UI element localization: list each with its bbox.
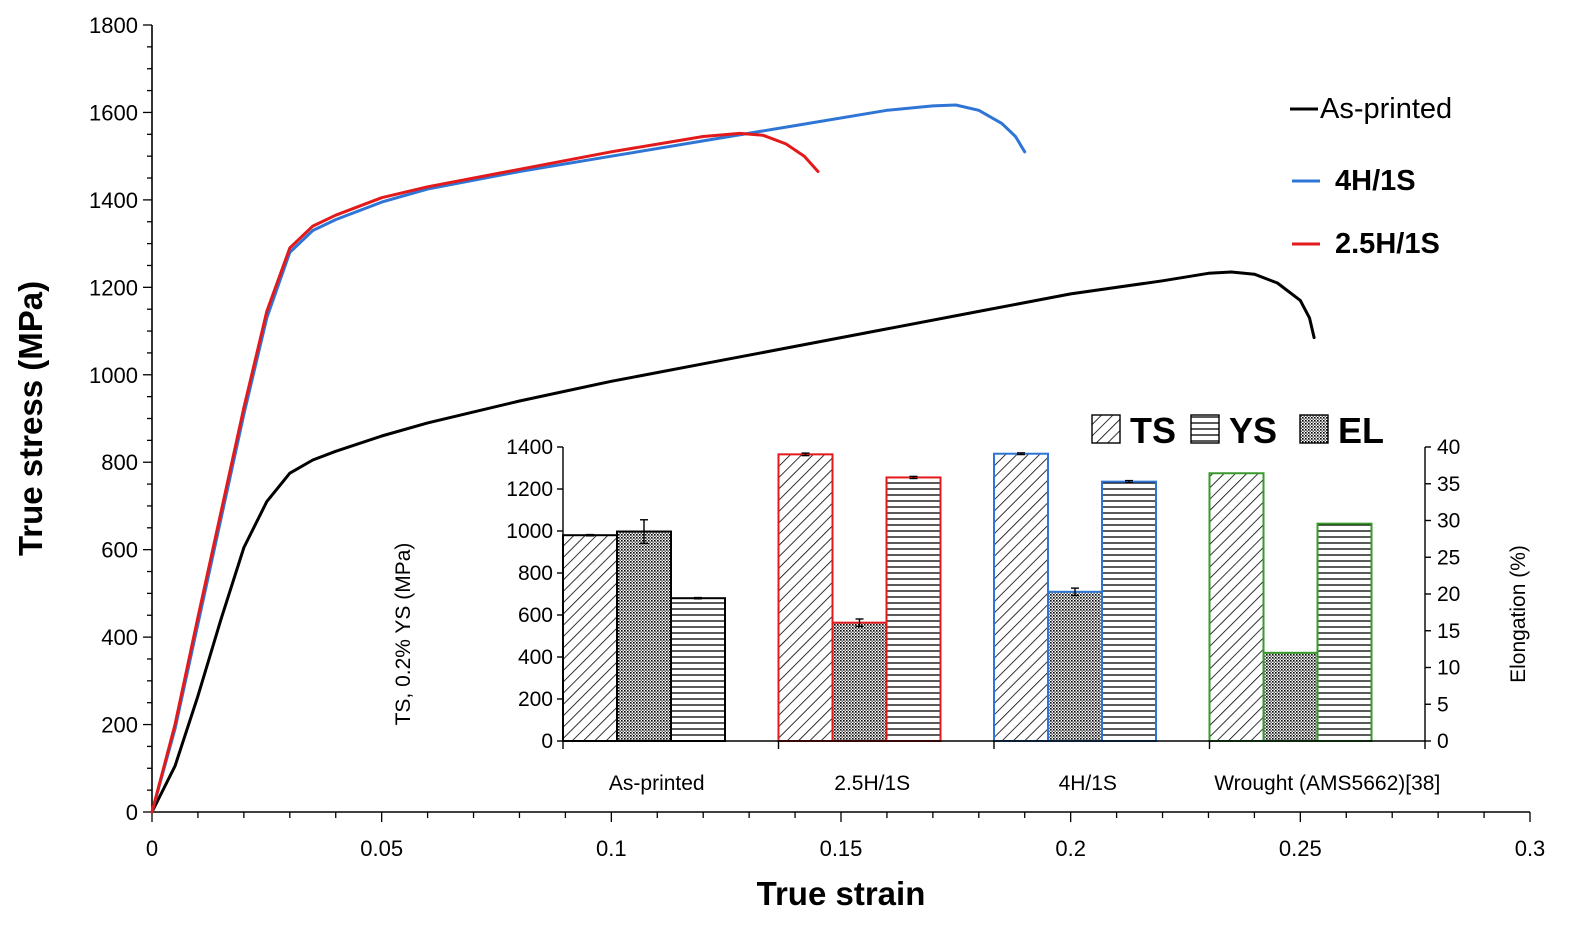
inset-bars [562, 452, 1373, 743]
inset-category-label: As-printed [609, 772, 705, 795]
main-y-tick-label: 0 [126, 800, 138, 825]
inset-right-tick-label: 30 [1437, 510, 1460, 533]
inset-left-axis-title: TS, 0.2% YS (MPa) [392, 543, 415, 726]
error-bar [1071, 587, 1079, 597]
main-y-tick-label: 600 [101, 538, 138, 563]
main-x-tick-label: 0.1 [596, 836, 627, 861]
inset-legend: TS YS EL [1091, 410, 1384, 451]
inset-left-tick-label: 1200 [506, 478, 553, 501]
main-series [150, 103, 1316, 814]
main-x-tick-label: 0.15 [820, 836, 863, 861]
error-bar [1125, 479, 1133, 484]
main-y-tick-label: 1400 [89, 188, 138, 213]
main-y-tick-label: 400 [101, 625, 138, 650]
error-bar [586, 533, 594, 537]
inset-right-tick-label: 35 [1437, 473, 1460, 496]
main-x-tick-label: 0.25 [1279, 836, 1322, 861]
inset-category-label: 4H/1S [1059, 772, 1117, 795]
series-line-as-printed [150, 270, 1316, 814]
inset-bar-el [616, 530, 672, 743]
inset-bar-ts [993, 452, 1049, 742]
inset-right-tick-label: 25 [1437, 546, 1460, 569]
main-y-tick-label: 200 [101, 713, 138, 738]
error-bar [801, 452, 810, 457]
error-bar [694, 596, 702, 600]
main-x-tick-label: 0.3 [1515, 836, 1546, 861]
inset-right-tick-label: 5 [1437, 693, 1449, 716]
inset-right-tick-label: 20 [1437, 583, 1460, 606]
main-legend: As-printed 4H/1S 2.5H/1S [1290, 93, 1452, 260]
main-y-tick-label: 1800 [89, 13, 138, 38]
error-bar [855, 618, 864, 628]
main-x-axis-title: True strain [757, 875, 926, 912]
main-y-axis-title: True stress (MPa) [12, 281, 49, 556]
main-y-tick-label: 1200 [89, 275, 138, 300]
main-x-tick-label: 0 [146, 836, 158, 861]
error-bar [640, 519, 648, 544]
legend-label: 2.5H/1S [1335, 228, 1440, 260]
series-line-2-5h-1s [150, 131, 820, 814]
inset-left-tick-label: 200 [518, 688, 553, 711]
main-x-tick-label: 0.2 [1055, 836, 1086, 861]
inset-legend-swatch [1091, 414, 1121, 444]
inset-right-tick-label: 10 [1437, 657, 1460, 680]
inset-bar-ys [1101, 480, 1157, 742]
inset-legend-label: TS [1130, 410, 1176, 451]
inset-right-tick-label: 0 [1437, 730, 1449, 753]
inset-left-tick-label: 0 [541, 730, 553, 753]
inset-right-tick-label: 15 [1437, 620, 1460, 643]
main-y-tick-label: 1600 [89, 100, 138, 125]
inset-category-label: Wrought (AMS5662)[38] [1214, 772, 1440, 795]
inset-category-label: 2.5H/1S [834, 772, 910, 795]
inset-axes: As-printed 2.5H/1S 4H/1S Wrought (AMS5662)[… [506, 436, 1460, 795]
inset-bar-ts [562, 534, 618, 743]
inset-left-tick-label: 1000 [506, 520, 553, 543]
legend-label: As-printed [1320, 93, 1452, 125]
inset-bar-el [1047, 590, 1103, 742]
main-x-tick-label: 0.05 [360, 836, 403, 861]
inset-legend-swatch [1299, 414, 1329, 444]
main-y-tick-label: 800 [101, 450, 138, 475]
inset-bar-ys [670, 597, 726, 743]
inset-right-axis-title: Elongation (%) [1507, 545, 1530, 683]
inset-bar-el [1262, 651, 1319, 742]
inset-left-tick-label: 800 [518, 562, 553, 585]
main-y-tick-label: 1000 [89, 363, 138, 388]
inset-bar-ys [1316, 522, 1373, 743]
inset-left-tick-label: 600 [518, 604, 553, 627]
inset-legend-swatch [1190, 414, 1220, 444]
inset-bar-ys [885, 476, 942, 742]
legend-label: 4H/1S [1335, 165, 1416, 197]
inset-left-tick-label: 400 [518, 646, 553, 669]
inset-legend-label: EL [1338, 410, 1384, 451]
inset-legend-label: YS [1229, 410, 1277, 451]
inset-bar-ts [1208, 472, 1265, 742]
inset-right-tick-label: 40 [1437, 436, 1460, 459]
error-bar [909, 475, 918, 480]
error-bar [1017, 452, 1025, 456]
inset-bar-el [831, 621, 888, 742]
inset-bar-ts [777, 453, 834, 742]
inset-left-tick-label: 1400 [506, 436, 553, 459]
